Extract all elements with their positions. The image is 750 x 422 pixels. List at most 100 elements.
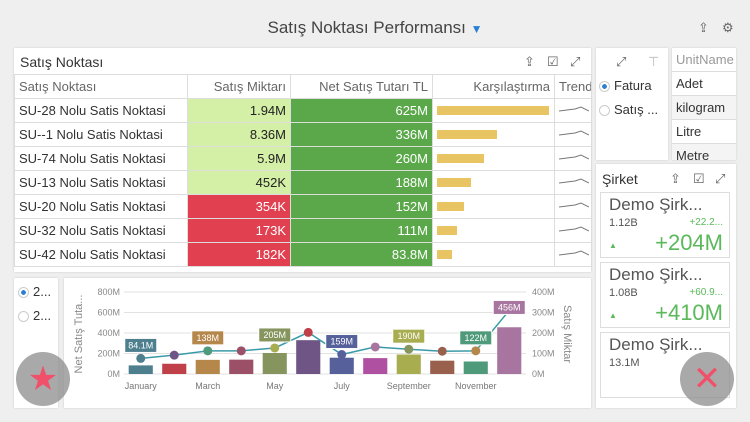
- table-row[interactable]: SU-42 Nolu Satis Noktasi 182K 83.8M: [14, 242, 592, 267]
- filter-icon[interactable]: ▼: [470, 22, 483, 36]
- column-header[interactable]: Satış Noktası: [14, 74, 188, 99]
- radio-button[interactable]: [18, 311, 29, 323]
- trend-sparkline: [554, 146, 592, 171]
- net-sales: 188M: [290, 170, 433, 195]
- line-point[interactable]: [270, 343, 280, 353]
- unit-list-header: UnitName: [672, 48, 736, 72]
- unit-item[interactable]: kilogram: [672, 96, 736, 120]
- table-row[interactable]: SU-20 Nolu Satis Noktasi 354K 152M: [14, 194, 592, 219]
- bar-may[interactable]: [262, 352, 287, 374]
- trend-sparkline: [554, 194, 592, 219]
- table-row[interactable]: SU-32 Nolu Satis Noktasi 173K 111M: [14, 218, 592, 243]
- trend-sparkline: [554, 98, 592, 123]
- radio-button[interactable]: [599, 81, 610, 93]
- settings-sliders-icon[interactable]: ⚙: [722, 20, 734, 35]
- line-point[interactable]: [370, 342, 380, 352]
- bar-january[interactable]: [128, 365, 153, 374]
- bar-december[interactable]: [497, 327, 522, 374]
- y2-tick-label: 100M: [532, 349, 555, 359]
- unit-item[interactable]: Adet: [672, 72, 736, 96]
- radio-button[interactable]: [18, 287, 29, 299]
- column-header[interactable]: Trend: [554, 74, 592, 99]
- line-point[interactable]: [203, 346, 213, 356]
- sales-quantity: 452K: [187, 170, 291, 195]
- expand-icon[interactable]: ⤢: [570, 54, 581, 69]
- close-button[interactable]: ✕: [680, 352, 734, 406]
- net-sales: 83.8M: [290, 242, 433, 267]
- bar-november[interactable]: [463, 361, 488, 374]
- select-icon[interactable]: ☑: [693, 171, 705, 186]
- data-label-box: [492, 299, 526, 315]
- line-point[interactable]: [136, 353, 146, 363]
- expand-icon[interactable]: ⤢: [616, 54, 627, 69]
- line-point[interactable]: [471, 346, 481, 356]
- year-option[interactable]: 2...: [18, 308, 51, 323]
- y2-tick-label: 400M: [532, 287, 555, 297]
- select-icon[interactable]: ☑: [547, 54, 559, 69]
- line-point[interactable]: [236, 346, 246, 356]
- kpi-change: +204M: [655, 230, 723, 255]
- column-header[interactable]: Satış Miktarı: [187, 74, 291, 99]
- bar-april[interactable]: [229, 359, 254, 374]
- favorite-button[interactable]: ★: [16, 352, 70, 406]
- sales-point-name: SU-13 Nolu Satis Noktasi: [14, 170, 188, 195]
- sales-quantity: 182K: [187, 242, 291, 267]
- radio-option[interactable]: Fatura: [599, 78, 652, 93]
- radio-option[interactable]: Satış ...: [599, 102, 658, 117]
- company-kpi-card[interactable]: Demo Şirk... 1.08B +60.9... ▲ +410M: [600, 262, 730, 328]
- sales-point-name: SU-20 Nolu Satis Noktasi: [14, 194, 188, 219]
- unit-item[interactable]: Litre: [672, 120, 736, 144]
- net-sales: 152M: [290, 194, 433, 219]
- radio-button[interactable]: [599, 105, 610, 117]
- y-axis-label: Net Satış Tuta...: [73, 295, 85, 374]
- table-row[interactable]: SU-13 Nolu Satis Noktasi 452K 188M: [14, 170, 592, 195]
- up-arrow-icon: ▲: [609, 311, 617, 320]
- net-sales: 260M: [290, 146, 433, 171]
- bar-august[interactable]: [363, 358, 388, 374]
- table-row[interactable]: SU--1 Nolu Satis Noktasi 8.36M 336M: [14, 122, 592, 147]
- share-icon[interactable]: ⇪: [698, 20, 709, 35]
- column-header[interactable]: Karşılaştırma: [432, 74, 555, 99]
- bar-october[interactable]: [430, 360, 455, 374]
- quantity-line: [140, 309, 510, 360]
- data-label: 456M: [498, 302, 521, 312]
- y-tick-label: 800M: [97, 287, 120, 297]
- export-icon[interactable]: ⇪: [670, 171, 681, 186]
- line-point[interactable]: [303, 327, 313, 337]
- clear-filter-icon[interactable]: ⊤: [648, 54, 660, 69]
- sales-table: Satış Noktası Satış Miktarı Net Satış Tuta…: [14, 74, 592, 267]
- bar-september[interactable]: [396, 354, 421, 374]
- bar-february[interactable]: [162, 363, 187, 374]
- bar-march[interactable]: [195, 359, 220, 374]
- company-kpi-card[interactable]: Demo Şirk... 1.12B +22.2... ▲ +204M: [600, 192, 730, 258]
- comparison-bar-cell: [432, 194, 555, 219]
- export-icon[interactable]: ⇪: [524, 54, 535, 69]
- table-row[interactable]: SU-74 Nolu Satis Noktasi 5.9M 260M: [14, 146, 592, 171]
- y2-axis-label: Satış Miktar: [561, 305, 573, 363]
- line-point[interactable]: [169, 350, 179, 360]
- sales-point-name: SU--1 Nolu Satis Noktasi: [14, 122, 188, 147]
- line-point[interactable]: [337, 350, 347, 360]
- trend-sparkline: [554, 170, 592, 195]
- year-option[interactable]: 2...: [18, 284, 51, 299]
- bar-june[interactable]: [296, 340, 321, 374]
- net-sales: 111M: [290, 218, 433, 243]
- comparison-bar-cell: [432, 122, 555, 147]
- sales-quantity: 354K: [187, 194, 291, 219]
- sales-quantity: 173K: [187, 218, 291, 243]
- line-point[interactable]: [437, 346, 447, 356]
- comparison-bar-cell: [432, 146, 555, 171]
- column-header[interactable]: Net Satış Tutarı TL: [290, 74, 433, 99]
- bar-july[interactable]: [329, 357, 354, 374]
- expand-icon[interactable]: ⤢: [715, 171, 726, 186]
- comparison-bar-cell: [432, 218, 555, 243]
- line-point[interactable]: [404, 344, 414, 354]
- comparison-bar: [437, 202, 464, 211]
- up-arrow-icon: ▲: [609, 241, 617, 250]
- table-row[interactable]: SU-28 Nolu Satis Noktasi 1.94M 625M: [14, 98, 592, 123]
- x-tick-label: March: [195, 381, 220, 391]
- radio-label: Satış ...: [614, 102, 659, 117]
- comparison-bar-cell: [432, 242, 555, 267]
- comparison-bar: [437, 106, 549, 115]
- unit-item[interactable]: Metre: [672, 144, 736, 160]
